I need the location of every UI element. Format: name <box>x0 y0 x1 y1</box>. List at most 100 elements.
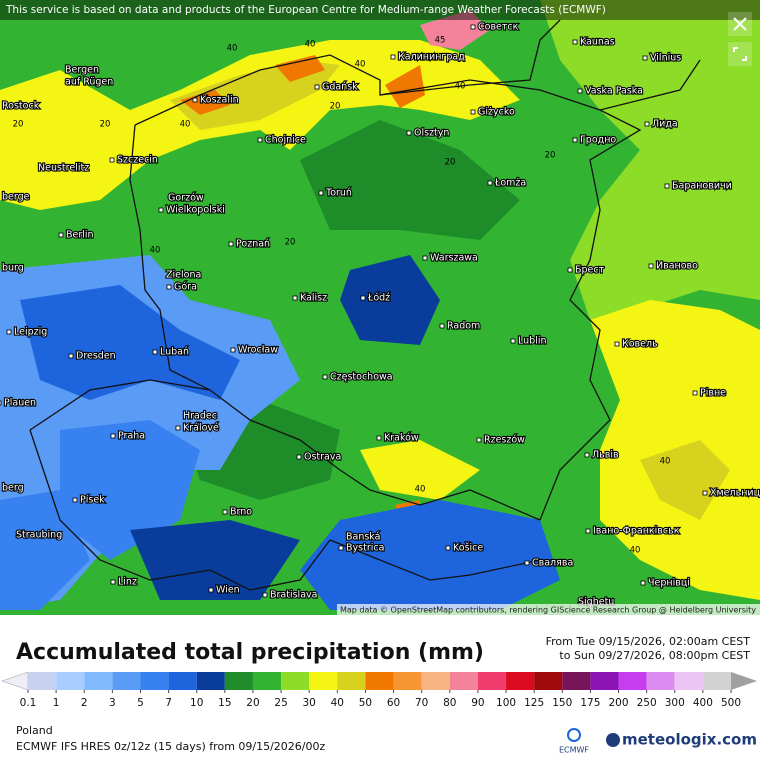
city-dot <box>445 545 451 551</box>
legend-tick-label: 60 <box>387 697 400 709</box>
legend-swatch <box>534 672 563 690</box>
city-dot <box>376 435 382 441</box>
contour-label: 20 <box>330 102 341 112</box>
city-label: Písek <box>80 495 105 506</box>
legend-tick-label: 1 <box>53 697 60 709</box>
city-label: Чернівці <box>648 578 690 589</box>
city-label: Košice <box>453 543 483 554</box>
city-label: Брест <box>575 265 605 276</box>
borders <box>29 19 701 591</box>
city-label: Kalisz <box>300 293 327 304</box>
city-dot <box>510 338 516 344</box>
period-to: to Sun 09/27/2026, 08:00pm CEST <box>559 649 750 662</box>
city-label: Gorzów <box>168 193 204 204</box>
legend-tick-label: 400 <box>693 697 713 709</box>
city-dot <box>692 390 698 396</box>
city-label: Івано-Франківськ <box>593 526 680 537</box>
city-label: Králové <box>183 423 219 434</box>
contour-label: 40 <box>305 40 316 50</box>
contour-label: 40 <box>150 246 161 256</box>
legend-swatch <box>562 672 591 690</box>
city-dot <box>584 452 590 458</box>
legend-tick-label: 2 <box>81 697 88 709</box>
legend-tick-label: 15 <box>218 697 231 709</box>
city-label: Praha <box>118 431 145 442</box>
city-dot <box>230 347 236 353</box>
city-dot <box>58 232 64 238</box>
legend-tick-label: 100 <box>496 697 516 709</box>
region: Poland <box>16 724 53 737</box>
city-dot <box>158 207 164 213</box>
city-dot <box>296 454 302 460</box>
legend-tick-label: 10 <box>190 697 203 709</box>
city-label: Częstochowa <box>330 372 393 383</box>
city-dot <box>72 497 78 503</box>
city-dot <box>664 183 670 189</box>
city-dot <box>567 267 573 273</box>
legend-swatch <box>140 672 169 690</box>
city-dot <box>585 528 591 534</box>
precipitation-field <box>0 0 760 615</box>
city-label: Gdańsk <box>322 82 358 93</box>
city-dot <box>422 255 428 261</box>
legend-tick-label: 20 <box>246 697 259 709</box>
city-label: Ostrava <box>304 452 341 463</box>
city-dot <box>640 580 646 586</box>
close-button[interactable] <box>728 12 752 36</box>
city-label: Koszalin <box>200 95 239 106</box>
city-label: Straubing <box>16 530 62 541</box>
city-dot <box>470 24 476 30</box>
legend-swatch <box>309 672 338 690</box>
city-dot <box>644 121 650 127</box>
city-dot <box>614 341 620 347</box>
legend-tick-label: 30 <box>303 697 316 709</box>
expand-button[interactable] <box>728 42 752 66</box>
city-label: Berlin <box>66 230 94 241</box>
legend-swatch <box>449 672 478 690</box>
city-label: Zielona <box>166 270 201 281</box>
city-label: Radom <box>447 321 480 332</box>
city-label: Giżycko <box>478 107 515 118</box>
city-label: Plauen <box>4 398 36 409</box>
legend-swatch <box>112 672 141 690</box>
city-dot <box>292 295 298 301</box>
legend-tick-label: 125 <box>524 697 544 709</box>
legend-tick-label: 40 <box>331 697 344 709</box>
city-label: Szczecin <box>117 155 158 166</box>
brand-logo[interactable]: meteologix.com <box>606 731 757 749</box>
city-label: auf Rügen <box>65 77 113 88</box>
contour-label: 40 <box>630 546 641 556</box>
city-label: Bratislava <box>270 590 317 601</box>
city-label: Neustrelitz <box>38 163 89 174</box>
city-label: Wien <box>216 585 240 596</box>
city-dot <box>406 130 412 136</box>
contour-label: 20 <box>445 158 456 168</box>
city-dot <box>175 425 181 431</box>
legend-swatch <box>56 672 85 690</box>
city-label: Иваново <box>656 261 698 272</box>
city-label: Warszawa <box>430 253 478 264</box>
legend-swatch <box>84 672 113 690</box>
city-dot <box>257 137 263 143</box>
legend-tick-label: 90 <box>471 697 484 709</box>
city-dot <box>642 55 648 61</box>
city-label: Калининград <box>398 52 465 63</box>
city-dot <box>228 241 234 247</box>
city-label: Lubań <box>160 347 189 358</box>
city-dot <box>648 263 654 269</box>
legend-tick-label: 200 <box>608 697 628 709</box>
city-dot <box>68 353 74 359</box>
city-label: Bystrica <box>346 543 384 554</box>
city-label: Banská <box>346 532 380 543</box>
legend-swatch <box>252 672 282 690</box>
city-dot <box>702 490 708 496</box>
ecmwf-logo-text: ECMWF <box>559 746 589 755</box>
legend-swatch <box>506 672 535 690</box>
legend-arrow-high <box>731 672 757 690</box>
attribution: Map data © OpenStreetMap contributors, r… <box>340 606 756 615</box>
city-dot <box>208 587 214 593</box>
city-label: Hradec <box>183 411 217 422</box>
city-dot <box>6 329 12 335</box>
city-dot <box>314 84 320 90</box>
legend-tick-label: 250 <box>637 697 657 709</box>
